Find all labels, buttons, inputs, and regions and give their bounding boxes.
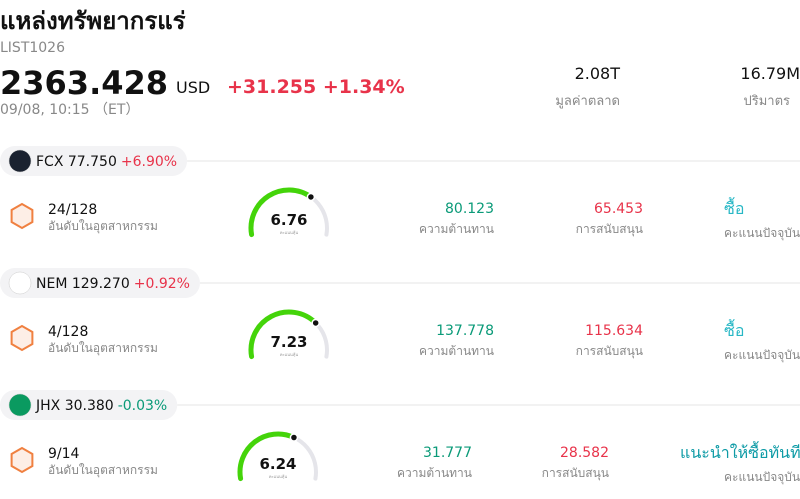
score-label: คะแนนหุ้น bbox=[280, 352, 299, 358]
rank-label: อันดับในอุตสาหกรรม bbox=[48, 341, 158, 356]
gauge-dot bbox=[306, 192, 316, 202]
rating: แนะนำให้ซื้อทันที bbox=[680, 441, 800, 462]
volume-label: ปริมาตร bbox=[743, 94, 790, 109]
support: 115.634 bbox=[585, 323, 643, 339]
currency: USD bbox=[176, 78, 210, 97]
price: 2363.428 bbox=[0, 64, 168, 102]
rank-label: อันดับในอุตสาหกรรม bbox=[48, 219, 158, 234]
market-cap: 2.08T bbox=[575, 64, 621, 83]
ticker-pill bbox=[0, 268, 200, 298]
resistance: 137.778 bbox=[436, 323, 494, 339]
support-label: การสนับสนุน bbox=[576, 222, 643, 237]
support: 28.582 bbox=[560, 445, 609, 461]
score-label: คะแนนหุ้น bbox=[280, 230, 299, 236]
resistance: 80.123 bbox=[445, 201, 494, 217]
resistance-label: ความต้านทาน bbox=[397, 466, 472, 480]
score: 6.24 bbox=[259, 455, 296, 473]
rating-label: คะแนนปัจจุบัน bbox=[724, 226, 800, 241]
support-label: การสนับสนุน bbox=[542, 466, 609, 481]
change: +31.255 +1.34% bbox=[227, 76, 405, 98]
rank: 4/128 bbox=[48, 324, 88, 340]
rank: 9/14 bbox=[48, 446, 80, 462]
ticker-icon bbox=[8, 271, 32, 295]
support-label: การสนับสนุน bbox=[576, 344, 643, 359]
ticker: FCX 77.750 bbox=[36, 154, 117, 170]
score: 6.76 bbox=[270, 211, 307, 229]
rank-label: อันดับในอุตสาหกรรม bbox=[48, 463, 158, 478]
rank-icon bbox=[10, 324, 34, 352]
score-label: คะแนนหุ้น bbox=[269, 474, 288, 480]
ticker-pill bbox=[0, 390, 178, 420]
resistance-label: ความต้านทาน bbox=[419, 344, 494, 358]
gauge-value bbox=[248, 187, 314, 238]
rank-icon bbox=[10, 202, 34, 230]
rating: ซื้อ bbox=[724, 197, 744, 218]
ticker: NEM 129.270 bbox=[36, 276, 130, 292]
resistance-label: ความต้านทาน bbox=[419, 222, 494, 236]
score: 7.23 bbox=[270, 333, 307, 351]
rating-label: คะแนนปัจจุบัน bbox=[724, 348, 800, 363]
gauge-value bbox=[248, 309, 319, 360]
gauge-dot bbox=[289, 433, 299, 442]
time: 09/08, 10:15 （ET） bbox=[0, 102, 139, 118]
support: 65.453 bbox=[594, 201, 643, 217]
resistance: 31.777 bbox=[423, 445, 472, 461]
ticker-icon bbox=[8, 393, 32, 417]
ticker-icon bbox=[8, 149, 32, 173]
gauge-dot bbox=[311, 318, 320, 328]
code: LIST1026 bbox=[0, 40, 65, 56]
volume: 16.79M bbox=[740, 64, 800, 83]
rating-label: คะแนนปัจจุบัน bbox=[724, 470, 800, 485]
ticker: JHX 30.380 bbox=[35, 398, 114, 414]
ticker-change: +0.92% bbox=[134, 276, 190, 292]
ticker-pill bbox=[0, 146, 188, 176]
rating: ซื้อ bbox=[724, 319, 744, 340]
ticker-change: +6.90% bbox=[121, 154, 177, 170]
title: แหล่งทรัพยากรแร่ bbox=[0, 7, 186, 35]
rank-icon bbox=[10, 446, 34, 474]
ticker-change: -0.03% bbox=[118, 398, 168, 414]
gauge-value bbox=[237, 431, 297, 482]
market-cap-label: มูลค่าตลาด bbox=[555, 94, 620, 109]
rank: 24/128 bbox=[48, 202, 97, 218]
